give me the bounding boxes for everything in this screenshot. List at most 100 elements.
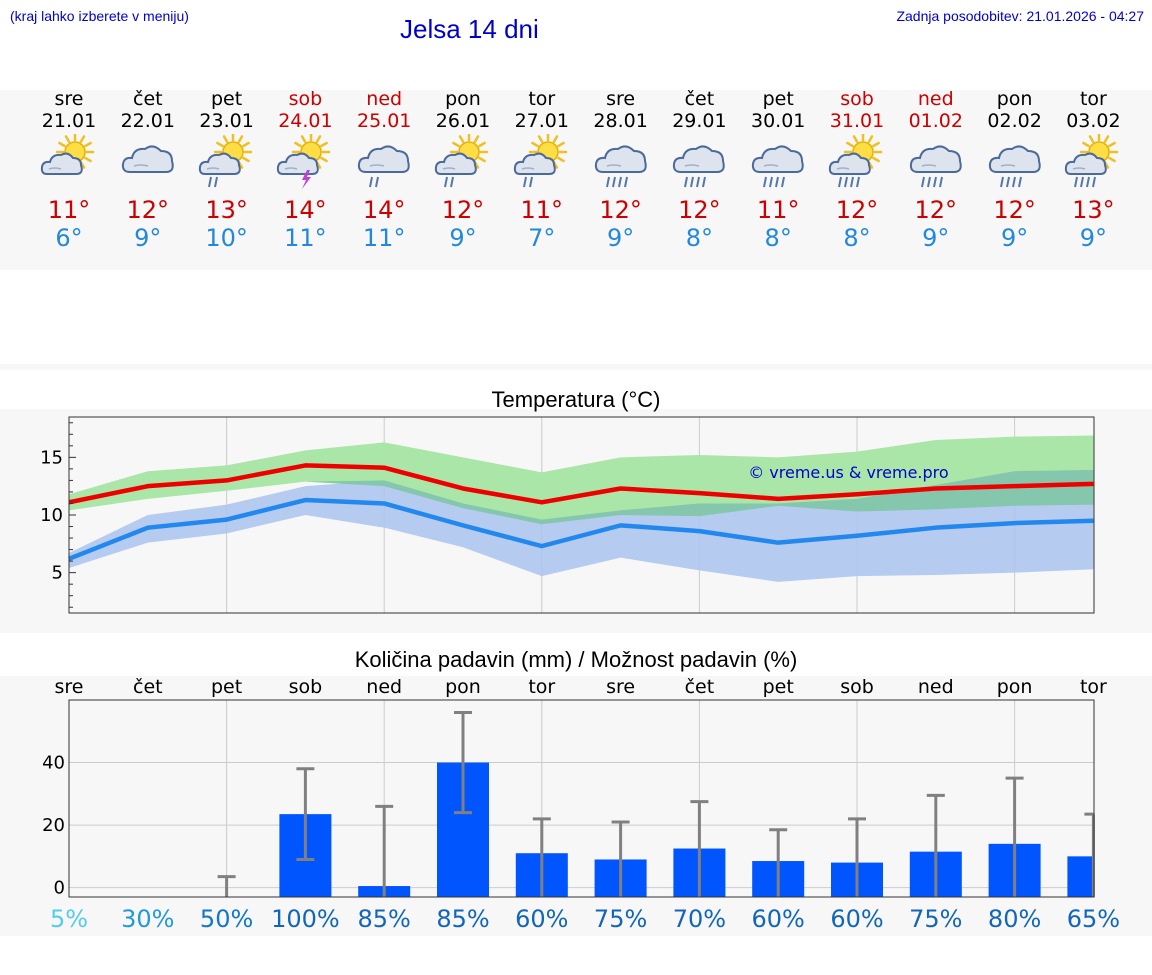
max-temperature: 14° <box>362 196 406 224</box>
max-temperature: 12° <box>599 196 642 224</box>
day-column: pet 30.01 11° 8° <box>738 88 818 252</box>
cloud-rain-icon <box>358 145 410 188</box>
min-temperature: 9° <box>606 224 635 252</box>
overlap-band <box>69 470 1094 525</box>
day-label: tor <box>528 676 555 698</box>
max-temperature: 12° <box>993 196 1036 224</box>
min-temperature: 9° <box>1079 224 1108 252</box>
y-tick-label: 0 <box>54 878 65 899</box>
day-name: pet <box>210 88 243 110</box>
y-tick-label: 15 <box>40 447 63 468</box>
max-temperature: 13° <box>1072 196 1115 224</box>
day-name: tor <box>1079 88 1107 110</box>
page-title: Jelsa 14 dni <box>400 14 539 44</box>
day-name: sob <box>288 88 323 110</box>
forecast-band <box>0 90 1152 270</box>
sun-cloud-rain-icon <box>198 134 252 188</box>
sun-cloud-rain-icon <box>513 134 568 188</box>
day-date: 01.02 <box>908 110 963 132</box>
day-date: 30.01 <box>750 110 806 132</box>
day-date: 22.01 <box>120 110 175 132</box>
precipitation-probability: 5% <box>50 905 88 933</box>
day-name: sre <box>606 88 636 110</box>
day-label: sre <box>55 676 84 698</box>
min-temperature-band <box>69 470 1094 582</box>
max-temperature: 11° <box>756 196 800 224</box>
day-label: tor <box>1080 676 1107 698</box>
precipitation-probability: 85% <box>358 905 411 933</box>
min-temperature: 8° <box>764 224 792 252</box>
sun-cloud-rain-icon <box>434 134 489 188</box>
watermark: © vreme.us & vreme.pro <box>748 463 949 482</box>
day-name: sob <box>840 88 874 110</box>
max-temperature: 12° <box>914 196 958 224</box>
precipitation-probability: 80% <box>988 905 1041 933</box>
y-tick-label: 20 <box>42 815 65 836</box>
precipitation-probability: 60% <box>515 905 568 933</box>
day-column: tor 03.02 13° 9° <box>1053 88 1133 252</box>
min-temperature: 10° <box>205 224 248 252</box>
day-name: pet <box>762 88 794 110</box>
day-column: čet 29.01 12° 8° <box>659 88 739 252</box>
day-column: ned 01.02 12° 9° <box>896 88 976 252</box>
max-temperature: 12° <box>678 196 721 224</box>
day-label: čet <box>133 676 163 698</box>
day-column: sre 28.01 12° 9° <box>581 88 661 252</box>
day-date: 02.02 <box>987 110 1042 132</box>
day-label: ned <box>918 676 954 698</box>
temperature-chart: 5 10 15 © vreme.us & vreme.pro <box>40 416 1095 614</box>
day-date: 21.01 <box>41 110 97 132</box>
min-temperature: 8° <box>843 224 871 252</box>
y-tick-label: 10 <box>40 505 63 526</box>
day-label: sob <box>289 676 323 698</box>
day-name: ned <box>366 88 403 110</box>
precipitation-probability: 50% <box>200 905 253 933</box>
precipitation-chart: 0 20 40 sre čet pet sob ned pon tor sre čet pet sob ne… <box>42 676 1120 933</box>
min-temperature-line <box>68 497 1094 561</box>
day-label: pet <box>211 676 242 698</box>
precipitation-probability: 75% <box>909 905 962 933</box>
min-temperature: 11° <box>362 224 406 252</box>
max-temperature: 14° <box>284 196 327 224</box>
max-temperature: 12° <box>126 196 170 224</box>
precipitation-probability: 75% <box>594 905 647 933</box>
cloud-heavy-rain-icon <box>673 145 726 188</box>
day-label: ned <box>366 676 402 698</box>
cloud-heavy-rain-icon <box>988 145 1041 188</box>
day-date: 31.01 <box>829 110 885 132</box>
sun-cloud-thunder-icon <box>277 134 331 189</box>
day-column: pet 23.01 13° 10° <box>187 88 267 252</box>
day-date: 24.01 <box>278 110 333 132</box>
min-temperature: 8° <box>685 224 714 252</box>
cloud-heavy-rain-icon <box>594 145 647 188</box>
day-date: 28.01 <box>593 110 648 132</box>
precipitation-bar <box>1067 856 1094 897</box>
precipitation-probability: 100% <box>271 905 340 933</box>
cloud-heavy-rain-icon <box>752 145 804 188</box>
day-name: pon <box>445 88 481 110</box>
day-label: sre <box>606 676 635 698</box>
day-column: sob 24.01 14° 11° <box>265 88 345 252</box>
sun-cloud-icon <box>40 134 95 175</box>
min-temperature: 9° <box>134 224 162 252</box>
day-date: 26.01 <box>435 110 491 132</box>
temperature-chart-title: Temperatura (°C) <box>491 387 661 412</box>
sun-cloud-heavy-rain-icon <box>1065 134 1119 188</box>
precipitation-probability: 65% <box>1067 905 1120 933</box>
day-name: tor <box>528 88 556 110</box>
sun-cloud-heavy-rain-icon <box>828 134 883 188</box>
precipitation-probability: 60% <box>830 905 883 933</box>
min-temperature: 7° <box>528 224 556 252</box>
day-label: sob <box>840 676 874 698</box>
precipitation-probability: 60% <box>752 905 805 933</box>
min-temperature: 9° <box>1000 224 1029 252</box>
day-name: čet <box>133 88 163 110</box>
day-date: 27.01 <box>514 110 569 132</box>
day-label: pon <box>997 676 1033 698</box>
day-label: čet <box>685 676 715 698</box>
day-column: ned 25.01 14° 11° <box>344 88 424 252</box>
plot-frame <box>68 699 1095 898</box>
precipitation-probability: 30% <box>121 905 174 933</box>
min-temperature: 9° <box>922 224 950 252</box>
max-temperature: 12° <box>835 196 879 224</box>
